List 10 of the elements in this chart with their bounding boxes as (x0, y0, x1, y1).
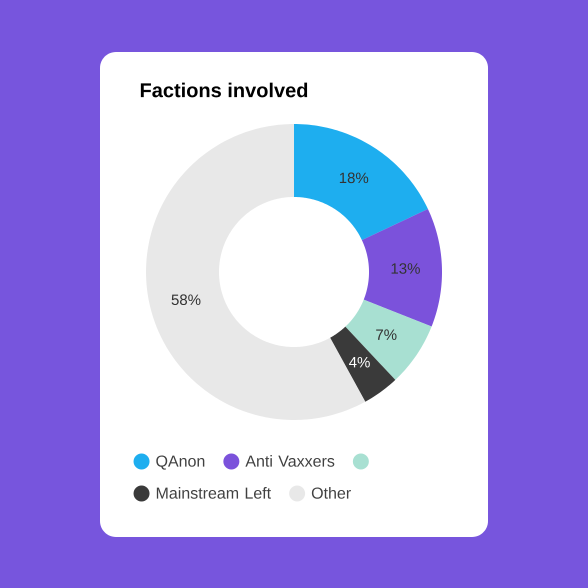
legend-label: Anti Vaxxers (245, 455, 334, 467)
data-label: 18% (340, 172, 368, 184)
legend-label: Mainstream Left (156, 487, 271, 499)
chart-title: Factions involved (140, 82, 308, 98)
data-label: 58% (172, 294, 200, 306)
data-label: 4% (349, 356, 370, 368)
data-label: 13% (392, 263, 420, 274)
legend-label: Other (312, 487, 351, 499)
legend-label: QAnon (156, 455, 204, 470)
data-label: 7% (376, 329, 397, 340)
